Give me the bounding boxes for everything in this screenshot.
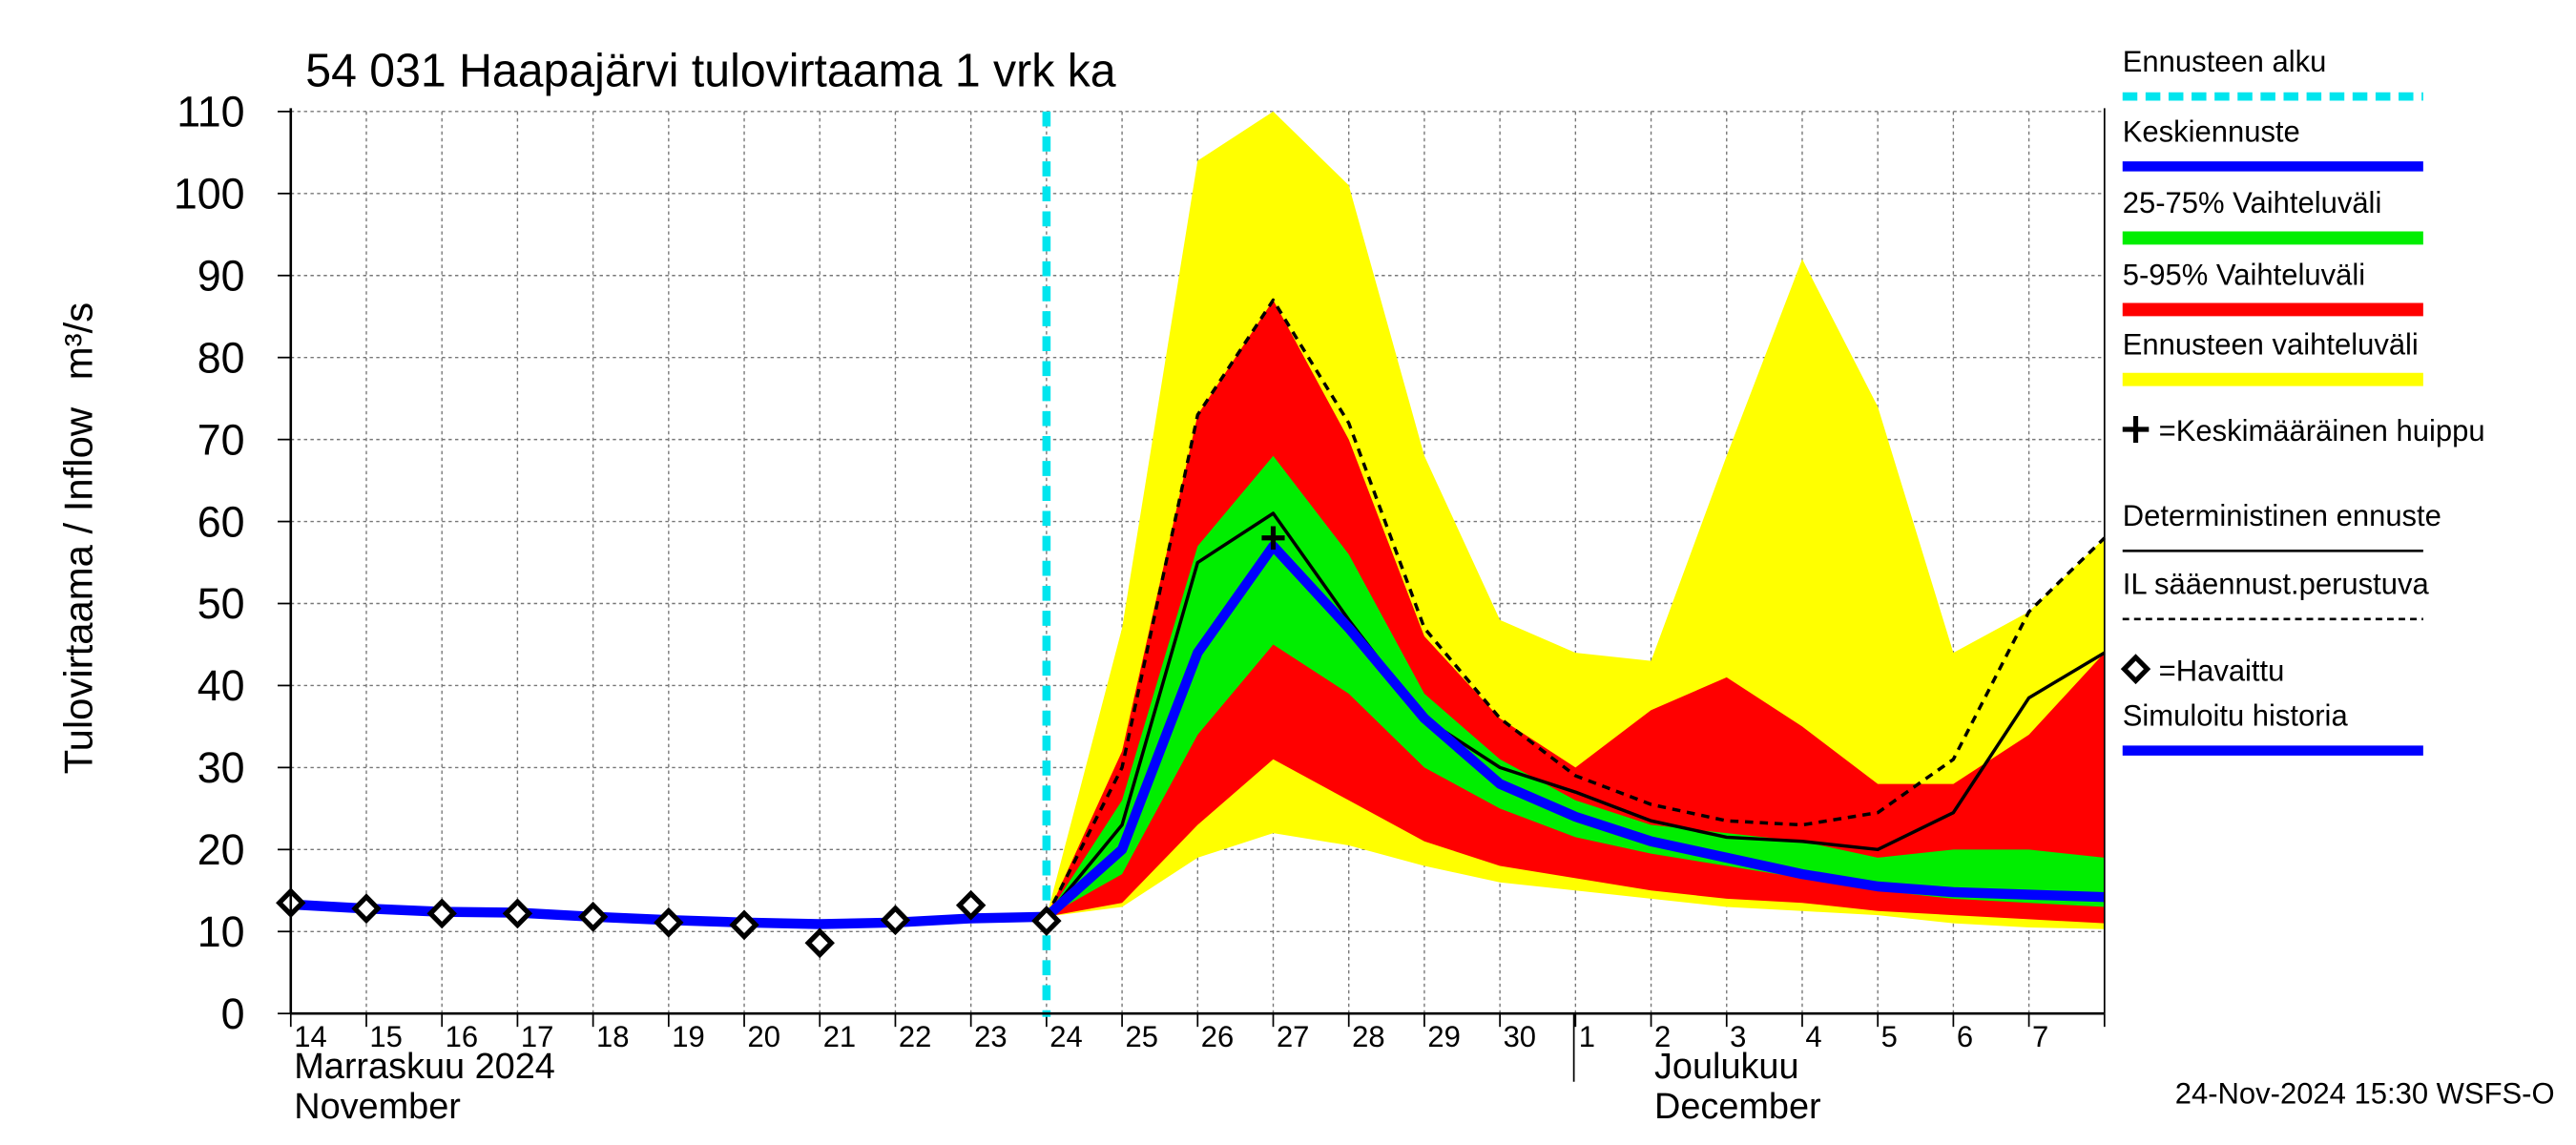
observed-marker — [804, 927, 835, 959]
observed-marker — [577, 901, 609, 932]
y-axis-unit: m³/s — [56, 302, 101, 380]
legend-label: =Keskimääräinen huippu — [2159, 414, 2485, 448]
x-tick-label: 28 — [1352, 1020, 1384, 1053]
observed-marker — [351, 893, 382, 925]
x-tick-label: 19 — [672, 1020, 704, 1053]
y-tick-label: 30 — [197, 743, 245, 792]
y-axis-label: Tulovirtaama / Inflow — [56, 406, 101, 774]
observed-marker — [426, 898, 457, 929]
observed-marker — [729, 909, 759, 941]
series-line — [1045, 511, 2106, 918]
range-band — [1046, 300, 2105, 924]
y-tick-label: 20 — [197, 825, 245, 874]
legend-label: Ennusteen vaihteluväli — [2123, 327, 2419, 361]
x-tick-label: 26 — [1201, 1020, 1234, 1053]
x-tick-label: 5 — [1881, 1020, 1898, 1053]
observed-marker — [502, 898, 533, 929]
legend-marker — [2120, 654, 2151, 685]
y-tick-label: 40 — [197, 661, 245, 710]
x-tick-label: 15 — [369, 1020, 402, 1053]
month-label: Joulukuu — [1654, 1046, 1799, 1087]
series-line — [1043, 541, 2105, 921]
y-tick-label: 50 — [197, 579, 245, 628]
legend-marker — [2122, 416, 2150, 443]
month-label: Marraskuu 2024 — [294, 1046, 555, 1087]
legend-label: Simuloitu historia — [2123, 698, 2349, 732]
legend-label: 5-95% Vaihteluväli — [2123, 258, 2365, 291]
plot-area — [276, 111, 2106, 1017]
legend-label: IL sääennust.perustuva — [2123, 567, 2430, 600]
x-tick-label: 7 — [2032, 1020, 2048, 1053]
x-tick-label: 2 — [1654, 1020, 1671, 1053]
series-line — [1045, 298, 2106, 918]
x-tick-label: 18 — [596, 1020, 629, 1053]
peak-marker — [1261, 526, 1285, 550]
range-band — [1046, 455, 2105, 917]
x-tick-label: 14 — [294, 1020, 326, 1053]
x-tick-label: 16 — [446, 1020, 478, 1053]
x-tick-label: 17 — [521, 1020, 553, 1053]
x-tick-label: 22 — [899, 1020, 931, 1053]
x-tick-label: 4 — [1805, 1020, 1821, 1053]
observed-marker — [654, 906, 684, 938]
x-tick-label: 6 — [1957, 1020, 1973, 1053]
x-tick-label: 20 — [747, 1020, 779, 1053]
observed-marker — [1031, 906, 1062, 937]
y-tick-label: 70 — [197, 415, 245, 464]
x-tick-label: 24 — [1049, 1020, 1082, 1053]
x-tick-label: 1 — [1579, 1020, 1595, 1053]
month-label: December — [1654, 1086, 1821, 1127]
y-tick-label: 110 — [177, 87, 244, 135]
x-tick-label: 27 — [1277, 1020, 1309, 1053]
y-tick-label: 10 — [197, 907, 245, 956]
x-tick-label: 3 — [1730, 1020, 1746, 1053]
y-tick-label: 80 — [197, 333, 245, 382]
legend-label: =Havaittu — [2159, 654, 2285, 687]
y-tick-label: 60 — [197, 497, 245, 546]
y-tick-label: 100 — [174, 169, 245, 218]
observed-marker — [955, 889, 987, 921]
legend-label: Keskiennuste — [2123, 114, 2300, 148]
legend-label: 25-75% Vaihteluväli — [2123, 186, 2382, 219]
month-label: November — [294, 1086, 461, 1127]
y-tick-label: 90 — [197, 251, 245, 300]
x-tick-label: 25 — [1126, 1020, 1158, 1053]
footer: 24-Nov-2024 15:30 WSFS-O — [2175, 1076, 2555, 1110]
chart-title: 54 031 Haapajärvi tulovirtaama 1 vrk ka — [305, 45, 1115, 96]
observed-marker — [880, 905, 911, 936]
y-tick-label: 0 — [221, 989, 245, 1038]
x-tick-label: 23 — [974, 1020, 1007, 1053]
x-tick-label: 30 — [1504, 1020, 1536, 1053]
x-tick-label: 29 — [1427, 1020, 1460, 1053]
x-tick-label: 21 — [823, 1020, 856, 1053]
legend-label: Ennusteen alku — [2123, 45, 2327, 78]
legend-label: Deterministinen ennuste — [2123, 499, 2441, 532]
